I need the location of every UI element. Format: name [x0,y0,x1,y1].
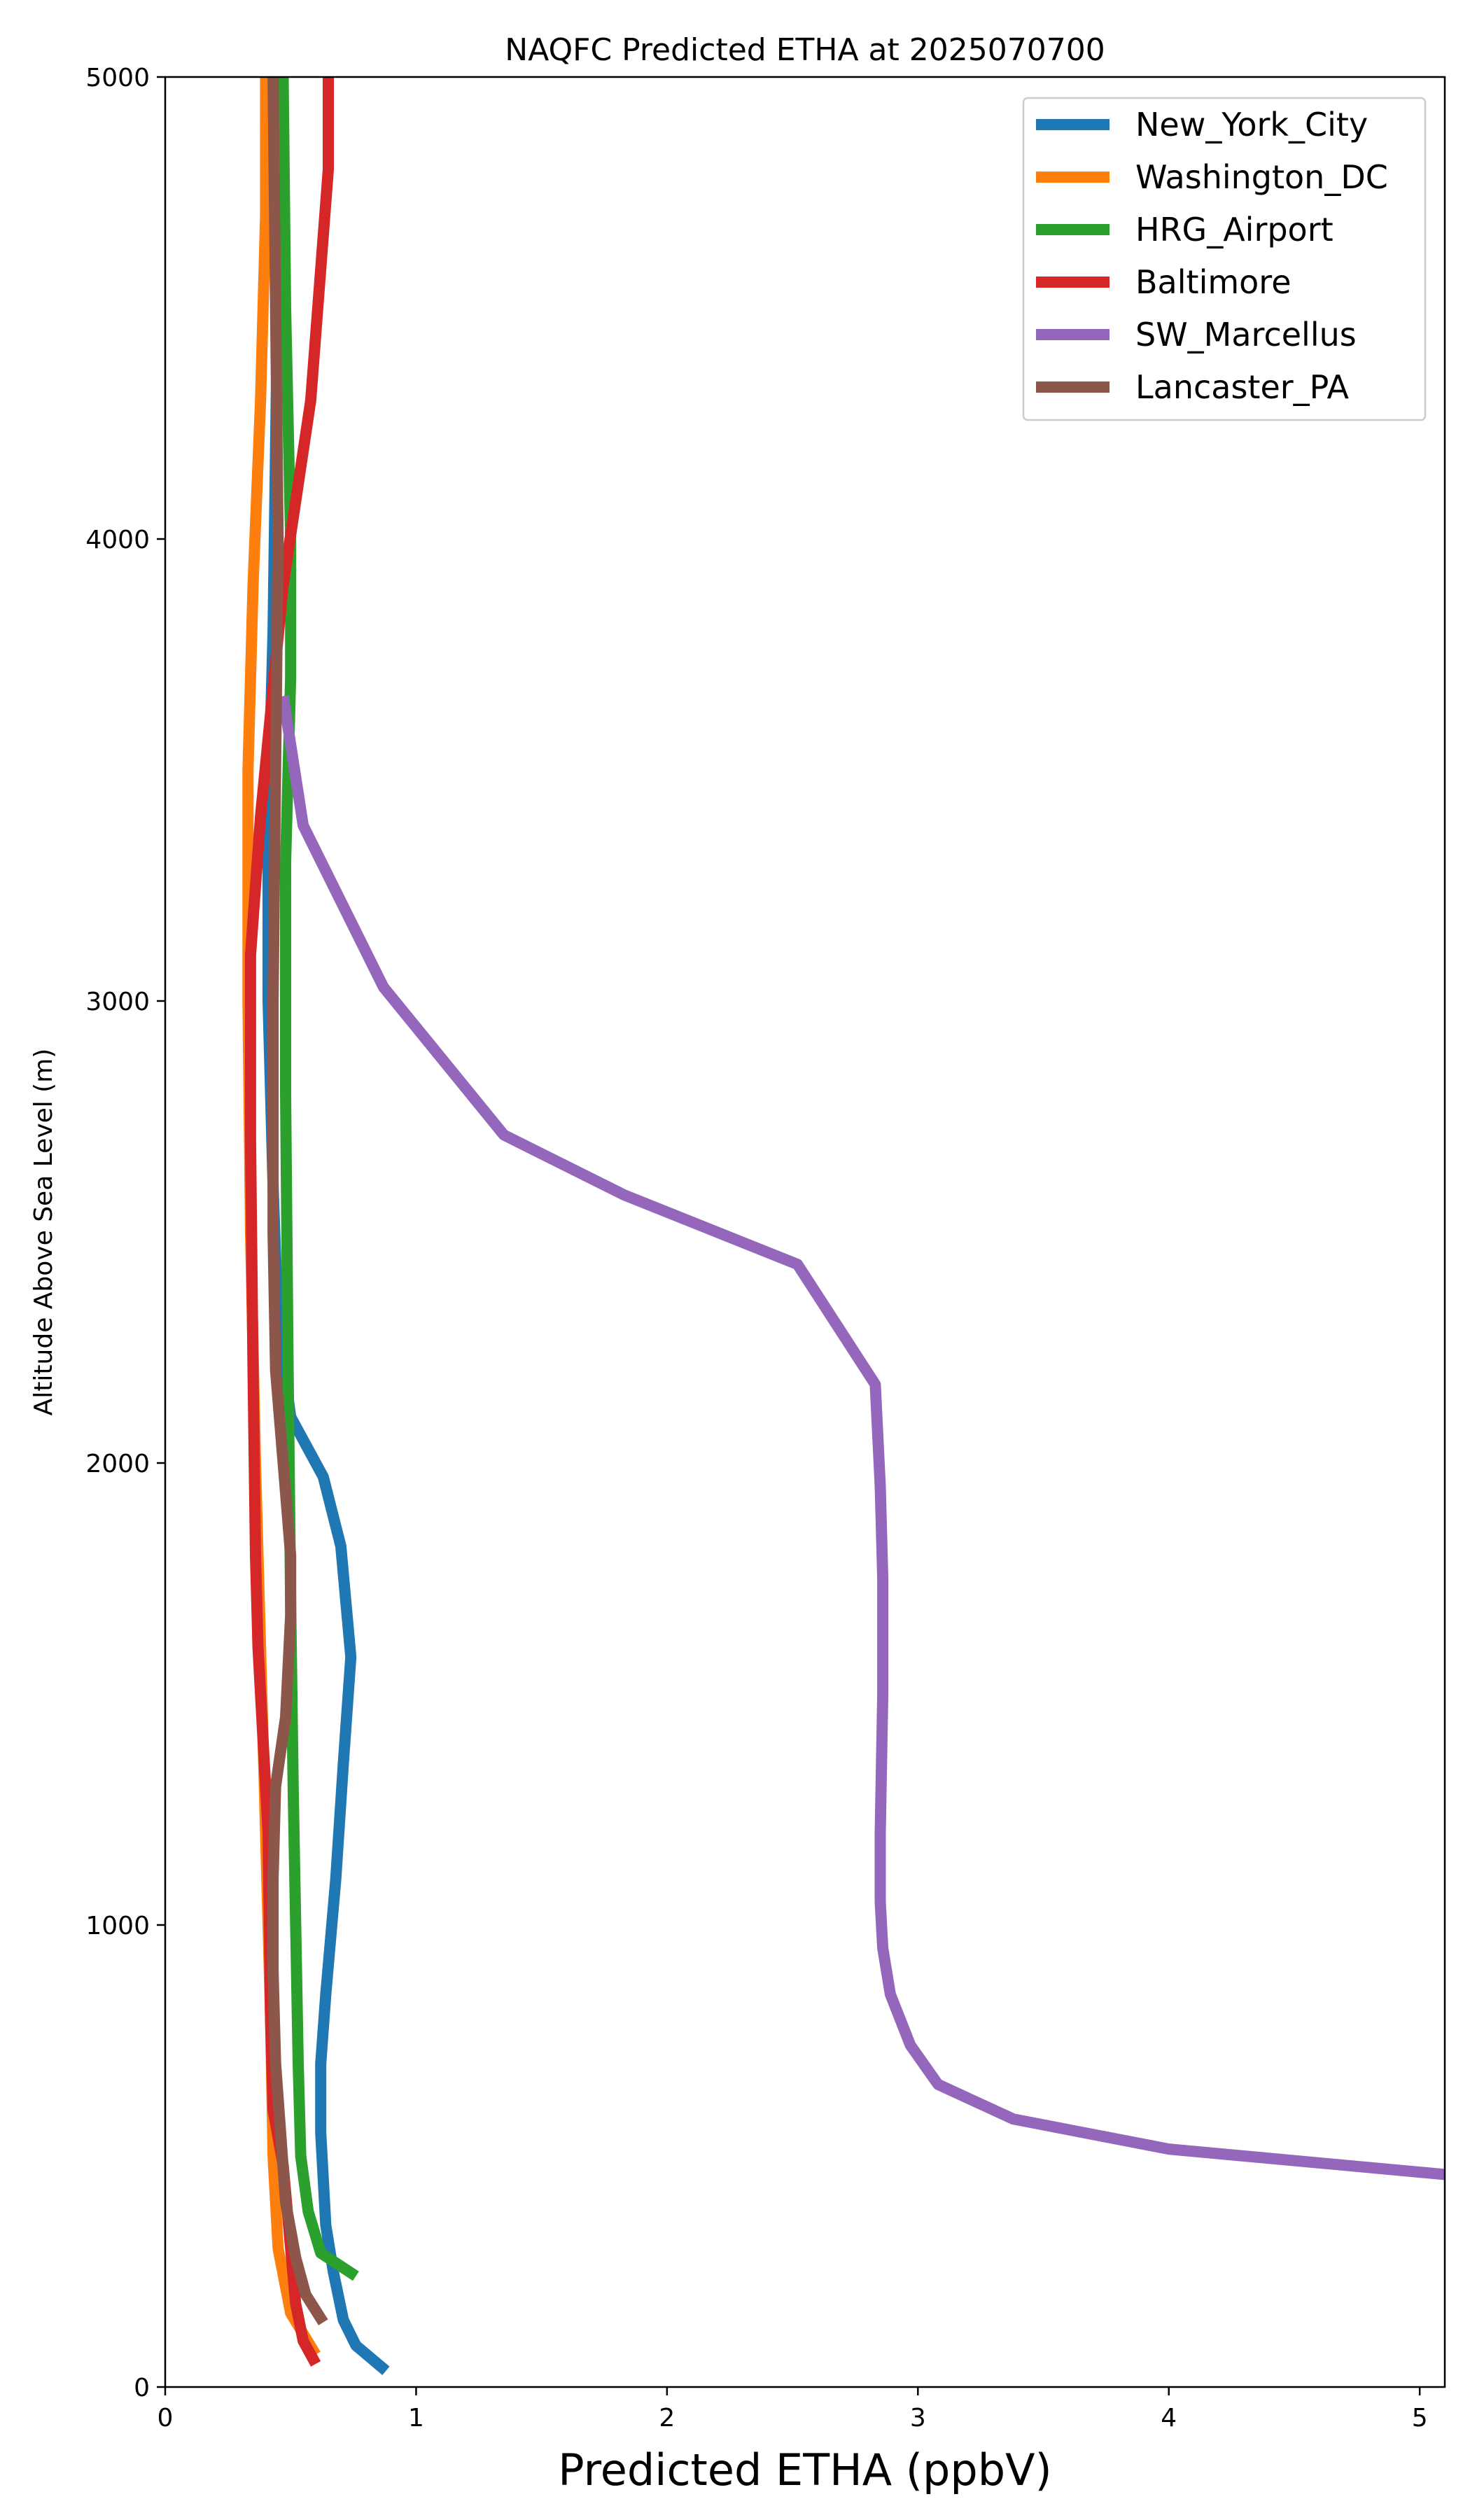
legend-label-0: New_York_City [1135,106,1368,144]
x-tick-label-3: 3 [910,2404,926,2432]
y-tick-label-5: 5000 [85,64,150,92]
y-tick-label-0: 0 [134,2374,150,2402]
legend-label-4: SW_Marcellus [1135,316,1357,354]
y-tick-label-2: 2000 [85,1450,150,1478]
series-line-5 [267,77,328,2325]
legend-label-1: Washington_DC [1135,158,1388,196]
chart-title: NAQFC Predicted ETHA at 2025070700 [505,32,1105,68]
y-tick-label-4: 4000 [85,526,150,554]
x-tick-label-5: 5 [1412,2404,1428,2432]
x-axis-ticks: 0 1 2 3 4 5 [158,2387,1428,2432]
x-axis-label: Predicted ETHA (ppbV) [558,2444,1051,2496]
x-tick-label-4: 4 [1161,2404,1177,2432]
x-tick-label-2: 2 [659,2404,675,2432]
legend: New_York_City Washington_DC HRG_Airport Bal… [1022,97,1427,421]
series-line-4 [277,695,1445,2180]
legend-label-2: HRG_Airport [1135,211,1334,248]
x-tick-label-1: 1 [408,2404,424,2432]
plot-frame [164,76,1446,2388]
legend-label-5: Lancaster_PA [1135,368,1349,406]
legend-box [1022,97,1427,421]
y-axis-label: Altitude Above Sea Level (m) [29,1049,58,1416]
x-tick-label-0: 0 [158,2404,174,2432]
y-tick-label-3: 3000 [85,988,150,1016]
y-axis-ticks: 0 1000 2000 3000 4000 5000 [85,64,165,2402]
legend-label-3: Baltimore [1135,263,1292,301]
y-tick-label-1: 1000 [85,1912,150,1940]
series-layer [242,77,1445,2376]
